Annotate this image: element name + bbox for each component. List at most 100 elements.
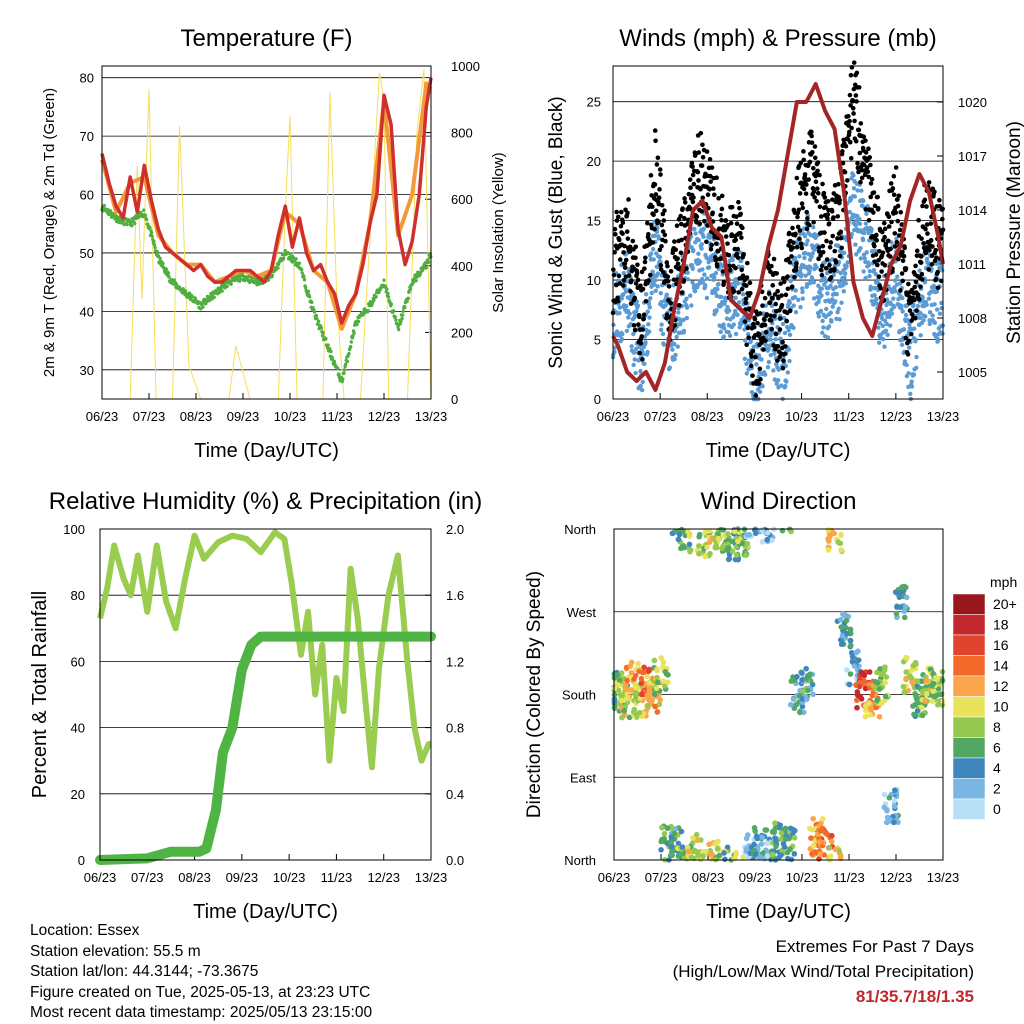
direction-point [716, 852, 723, 859]
direction-point [662, 668, 669, 675]
legend-swatch [952, 614, 986, 636]
gust-point [646, 231, 651, 237]
wind-point [659, 322, 664, 327]
direction-point [720, 527, 727, 533]
gust-point [653, 208, 659, 214]
gust-point [626, 273, 632, 278]
dewpoint-point [130, 223, 134, 228]
gust-point [814, 198, 819, 204]
direction-point [903, 594, 910, 601]
gust-point [770, 283, 776, 288]
gust-point [727, 267, 733, 273]
gust-point [786, 230, 792, 236]
gust-point [932, 189, 937, 195]
y-tick-label: 80 [71, 588, 85, 603]
direction-point [901, 614, 908, 621]
gust-point [937, 203, 942, 209]
wind-point [799, 272, 804, 277]
direction-point [894, 604, 900, 610]
dewpoint-point [303, 285, 308, 290]
gust-point [861, 162, 867, 168]
gust-point [629, 278, 634, 284]
gust-point [784, 318, 789, 324]
wind-point [744, 361, 749, 367]
direction-point [837, 853, 844, 859]
direction-point [681, 544, 688, 551]
gust-point [882, 262, 888, 268]
dewpoint-point [149, 231, 154, 235]
gust-point [707, 157, 713, 162]
wind-point [807, 268, 812, 274]
direction-point [657, 697, 663, 703]
gust-point [894, 239, 900, 245]
gust-point [830, 233, 836, 239]
wind-point [675, 344, 680, 349]
wind-point [727, 308, 732, 313]
direction-point [874, 669, 880, 676]
gust-point [750, 373, 755, 378]
gust-point [778, 316, 783, 321]
gust-point [913, 279, 919, 285]
gust-point [817, 204, 823, 210]
dewpoint-point [315, 317, 319, 321]
direction-point [733, 849, 739, 856]
direction-point [693, 831, 700, 838]
wind-point [842, 275, 847, 280]
x-tick-label: 09/23 [227, 409, 260, 424]
direction-point [811, 849, 818, 855]
direction-point [731, 528, 738, 535]
gust-point [915, 292, 921, 298]
dewpoint-point [372, 298, 376, 302]
direction-point [817, 828, 824, 834]
gust-point [900, 278, 906, 284]
direction-point [838, 531, 844, 538]
gust-point [737, 205, 742, 211]
direction-point [881, 791, 888, 798]
direction-point [702, 848, 709, 855]
wind-point [828, 283, 833, 289]
gust-point [679, 290, 685, 295]
dewpoint-point [161, 261, 165, 266]
direction-point [872, 685, 879, 692]
gust-point [795, 224, 801, 230]
direction-point [623, 682, 629, 688]
wind-point [632, 357, 637, 362]
direction-point [847, 637, 854, 644]
gust-point [614, 282, 619, 288]
wind-point [885, 332, 890, 338]
wind-point [857, 221, 863, 227]
wind-point [838, 270, 843, 276]
wind-point [803, 251, 808, 256]
gust-point [835, 214, 841, 219]
direction-point [696, 543, 702, 549]
wind-point [657, 254, 663, 260]
direction-point [911, 711, 917, 718]
wind-point [620, 292, 626, 297]
direction-point [729, 548, 736, 555]
dewpoint-point [225, 284, 229, 289]
dewpoint-point [399, 319, 403, 323]
gust-point [837, 253, 843, 259]
direction-point [866, 700, 872, 706]
gust-point [682, 200, 688, 205]
wind-point [693, 240, 698, 245]
gust-point [918, 254, 924, 259]
wind-point [891, 296, 896, 301]
wind-point [823, 279, 829, 284]
wind-point [796, 297, 801, 302]
direction-point [744, 532, 751, 538]
gust-point [856, 127, 862, 133]
gust-point [925, 231, 930, 236]
wind-point [788, 278, 793, 284]
gust-point [625, 210, 630, 216]
legend-label: 2 [993, 781, 1001, 797]
y-axis-label: Sonic Wind & Gust (Blue, Black) [546, 96, 567, 368]
dewpoint-point [108, 209, 113, 213]
gust-point [900, 249, 905, 255]
direction-point [694, 837, 701, 843]
wind-point [843, 281, 848, 286]
direction-point [624, 677, 630, 684]
gust-point [748, 363, 754, 369]
gust-point [659, 202, 665, 208]
gust-point [737, 276, 743, 281]
